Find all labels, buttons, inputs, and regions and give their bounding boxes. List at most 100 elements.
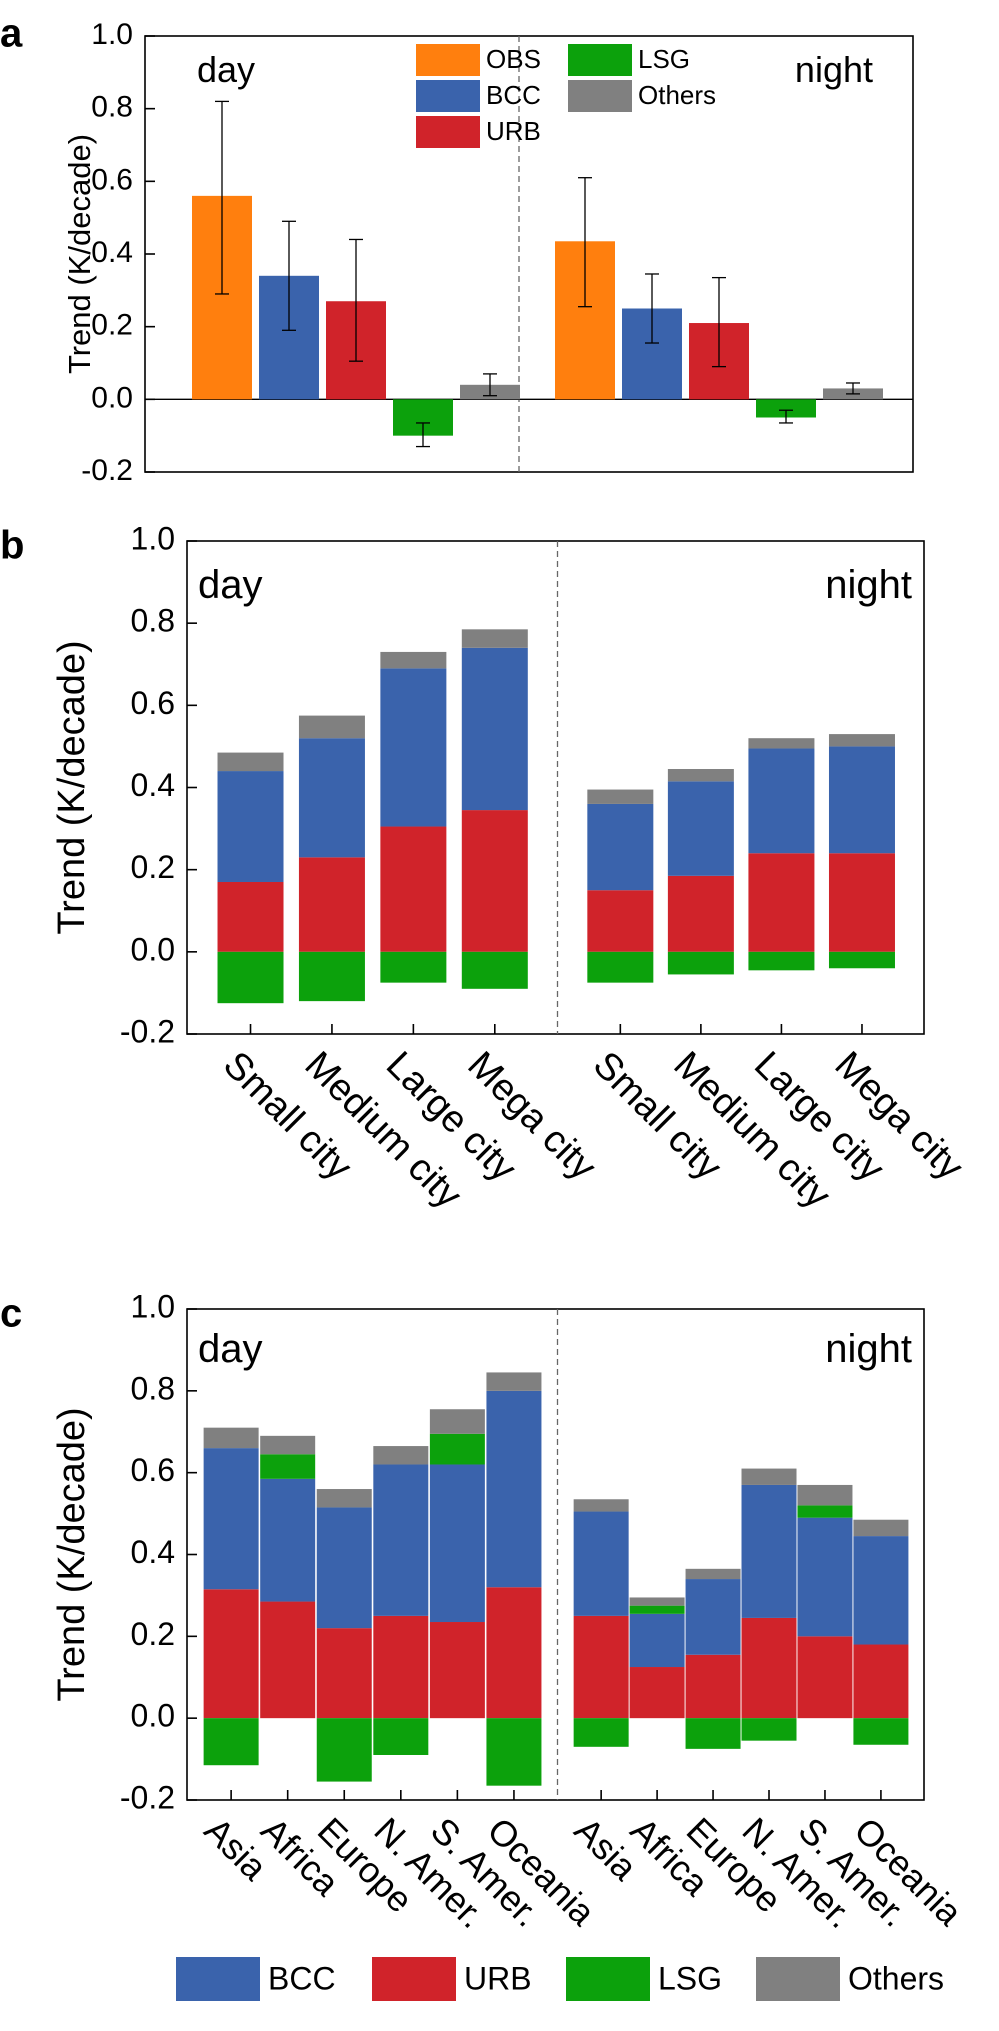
group-label-day: day — [197, 49, 255, 90]
bar-night-Europe-Others — [685, 1568, 741, 1580]
bar-night-Smallcity-BCC — [587, 803, 654, 891]
panel-b: b -0.2 0.0 0.2 0.4 0.6 0.8 1.0 Trend (K/decade) d… — [0, 520, 971, 1216]
legend-label-BCC: BCC — [486, 80, 541, 110]
bar-day-Oceania-Others — [486, 1372, 542, 1391]
bar-day-Mediumcity-URB — [298, 857, 365, 952]
legend-swatch-LSG — [568, 44, 632, 76]
bar-day-Smallcity-LSG — [217, 951, 284, 1004]
group-label-day: day — [198, 1327, 263, 1371]
y-axis: -0.2 0.0 0.2 0.4 0.6 0.8 1.0 — [81, 18, 155, 487]
bar-day-Megacity-LSG — [461, 951, 528, 989]
legend-swatch-OBS — [416, 44, 480, 76]
y-axis: -0.2 0.0 0.2 0.4 0.6 0.8 1.0 — [120, 1288, 197, 1815]
bar-day-Africa-Others — [260, 1435, 316, 1455]
bar-night-Oceania-BCC — [853, 1536, 909, 1645]
y-tick-label: -0.2 — [120, 1779, 175, 1815]
bar-night-Megacity-URB — [828, 853, 895, 952]
bar-night-NAmer-URB — [741, 1617, 797, 1719]
bar-night-Oceania-Others — [853, 1519, 909, 1537]
bar-day-SAmer-Others — [429, 1409, 485, 1434]
bar-day-Asia-LSG — [203, 1718, 259, 1766]
y-tick-label: 0.8 — [91, 91, 133, 124]
bar-night-Smallcity-LSG — [587, 951, 654, 983]
bar-night-Africa-LSG — [629, 1605, 685, 1614]
panel-label-a: a — [0, 12, 23, 56]
bar-night-Mediumcity-URB — [667, 875, 734, 952]
bar-night-Asia-Others — [573, 1499, 629, 1512]
y-tick-label: 0.8 — [131, 603, 175, 639]
bar-night-Europe-LSG — [685, 1718, 741, 1749]
bar-day-Europe-BCC — [316, 1507, 372, 1629]
bar-day-NAmer-BCC — [373, 1464, 429, 1616]
bar-day-Asia-URB — [203, 1589, 259, 1719]
bar-day-Megacity-BCC — [461, 647, 528, 811]
bar-day-SAmer-URB — [429, 1622, 485, 1719]
bar-day-Africa-BCC — [260, 1478, 316, 1602]
y-tick-label: -0.2 — [120, 1013, 175, 1049]
legend-swatch-Others — [568, 80, 632, 112]
legend-label-LSG: LSG — [638, 44, 690, 74]
bar-night-Largecity-URB — [748, 853, 815, 952]
bar-day-Megacity-URB — [461, 810, 528, 952]
bar-night-Africa-BCC — [629, 1613, 685, 1668]
bar-night-Asia-BCC — [573, 1511, 629, 1616]
bar-night-Smallcity-Others — [587, 789, 654, 804]
bar-day-Mediumcity-LSG — [298, 951, 365, 1002]
bar-night-SAmer-Others — [797, 1484, 853, 1506]
legend-label-LSG: LSG — [658, 1960, 722, 1996]
y-tick-label: -0.2 — [81, 454, 133, 487]
bar-day-Smallcity-Others — [217, 752, 284, 772]
bar-night-Smallcity-URB — [587, 890, 654, 952]
bar-night-LSG — [756, 399, 816, 418]
legend: OBS BCC URB LSG Others — [416, 44, 716, 148]
bar-night-Largecity-BCC — [748, 748, 815, 854]
bar-night-Africa-URB — [629, 1667, 685, 1719]
y-axis-label: Trend (K/decade) — [51, 1407, 93, 1701]
bar-night-SAmer-BCC — [797, 1517, 853, 1637]
legend-label-OBS: OBS — [486, 44, 541, 74]
y-tick-label: 0.0 — [131, 931, 175, 967]
legend-swatch-BCC — [176, 1957, 260, 2001]
bar-day-Africa-LSG — [260, 1454, 316, 1479]
y-tick-label: 0.6 — [91, 163, 133, 196]
bar-night-Largecity-LSG — [748, 951, 815, 971]
y-tick-label: 0.4 — [131, 767, 175, 803]
bar-night-Europe-URB — [685, 1654, 741, 1719]
panel-c: c -0.2 0.0 0.2 0.4 0.6 0.8 1.0 Trend (K/decade) d… — [0, 1288, 971, 1936]
y-axis: -0.2 0.0 0.2 0.4 0.6 0.8 1.0 — [120, 520, 197, 1049]
bar-night-Europe-BCC — [685, 1579, 741, 1655]
bar-day-Europe-LSG — [316, 1718, 372, 1782]
bar-day-Oceania-BCC — [486, 1390, 542, 1588]
panel-label-b: b — [0, 524, 24, 568]
legend-label-BCC: BCC — [268, 1960, 336, 1996]
legend-swatch-BCC — [416, 80, 480, 112]
bar-night-Megacity-Others — [828, 734, 895, 747]
bar-day-Largecity-URB — [380, 826, 447, 952]
bar-day-NAmer-LSG — [373, 1718, 429, 1755]
bar-day-SAmer-LSG — [429, 1433, 485, 1465]
group-label-night: night — [825, 1327, 912, 1371]
group-label-day: day — [198, 563, 263, 607]
bar-night-Asia-LSG — [573, 1718, 629, 1747]
bar-day-Europe-Others — [316, 1489, 372, 1508]
bar-day-Asia-Others — [203, 1427, 259, 1449]
bar-night-NAmer-BCC — [741, 1484, 797, 1618]
y-axis-label: Trend (K/decade) — [51, 640, 93, 934]
legend-swatch-URB — [416, 116, 480, 148]
bar-day-Smallcity-URB — [217, 881, 284, 952]
bar-day-Largecity-Others — [380, 651, 447, 669]
bar-night-Mediumcity-BCC — [667, 781, 734, 876]
bar-day-Largecity-LSG — [380, 951, 447, 983]
bar-day-NAmer-URB — [373, 1615, 429, 1719]
bar-night-Megacity-BCC — [828, 746, 895, 854]
legend-label-Others: Others — [848, 1960, 944, 1996]
bar-day-Mediumcity-BCC — [298, 738, 365, 858]
y-tick-label: 0.2 — [131, 1616, 175, 1652]
y-tick-label: 0.8 — [131, 1370, 175, 1406]
group-label-night: night — [795, 49, 873, 90]
y-tick-label: 0.0 — [91, 381, 133, 414]
bar-day-SAmer-BCC — [429, 1464, 485, 1623]
